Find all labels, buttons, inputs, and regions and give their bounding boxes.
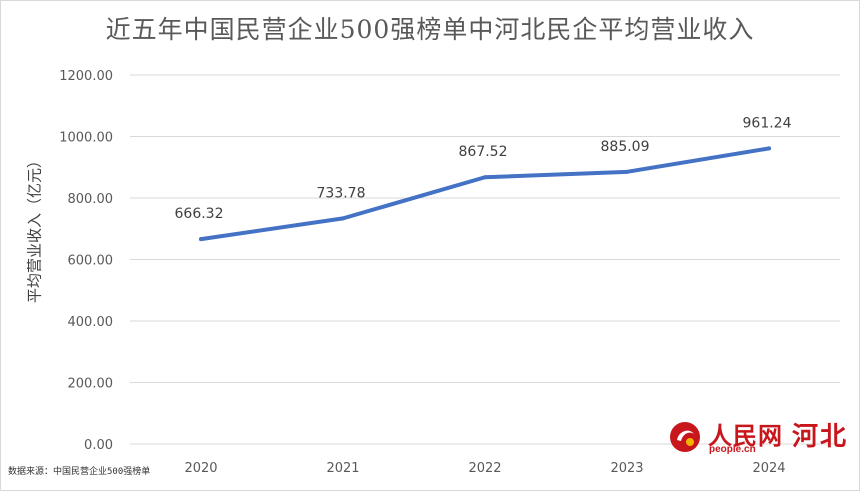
y-tick-label: 1000.00 — [59, 131, 113, 146]
y-tick-label: 400.00 — [68, 315, 114, 330]
logo-region: 河北 — [792, 422, 849, 452]
series-line — [199, 146, 771, 242]
y-tick-label: 800.00 — [68, 192, 114, 207]
data-label: 885.09 — [601, 139, 650, 155]
x-tick-label: 2024 — [752, 461, 785, 476]
data-label: 733.78 — [317, 185, 366, 201]
people-cn-logo: 人民网 people.cn 河北 — [668, 416, 848, 466]
x-tick-label: 2020 — [184, 461, 217, 476]
x-tick-label: 2022 — [468, 461, 501, 476]
data-point — [625, 169, 629, 174]
data-label: 666.32 — [175, 206, 224, 222]
data-label: 961.24 — [743, 115, 792, 131]
y-tick-label: 0.00 — [84, 438, 113, 453]
data-point — [199, 237, 203, 242]
grid-lines — [130, 74, 840, 445]
data-labels: 666.32 733.78 867.52 885.09 961.24 — [175, 115, 792, 222]
logo-url: people.cn — [709, 444, 756, 455]
y-axis-label: 平均营业收入（亿元） — [25, 152, 44, 304]
y-tick-labels: 0.00 200.00 400.00 600.00 800.00 1000.00 1200.… — [59, 69, 113, 453]
data-label: 867.52 — [459, 144, 508, 160]
data-point — [483, 175, 487, 180]
y-tick-label: 200.00 — [68, 377, 114, 392]
data-point — [341, 216, 345, 221]
series-layer — [199, 146, 771, 242]
y-tick-label: 600.00 — [68, 254, 114, 269]
x-tick-labels: 2020 2021 2022 2023 2024 — [184, 461, 785, 476]
x-tick-label: 2023 — [610, 461, 643, 476]
logo-brand: 人民网 — [708, 421, 783, 450]
data-point — [767, 146, 771, 151]
x-tick-label: 2021 — [326, 461, 359, 476]
source-note: 数据来源：中国民营企业500强榜单 — [8, 467, 151, 477]
y-tick-label: 1200.00 — [59, 69, 113, 84]
chart-title: 近五年中国民营企业500强榜单中河北民企平均营业收入 — [105, 15, 755, 44]
people-logo-icon — [670, 422, 700, 452]
